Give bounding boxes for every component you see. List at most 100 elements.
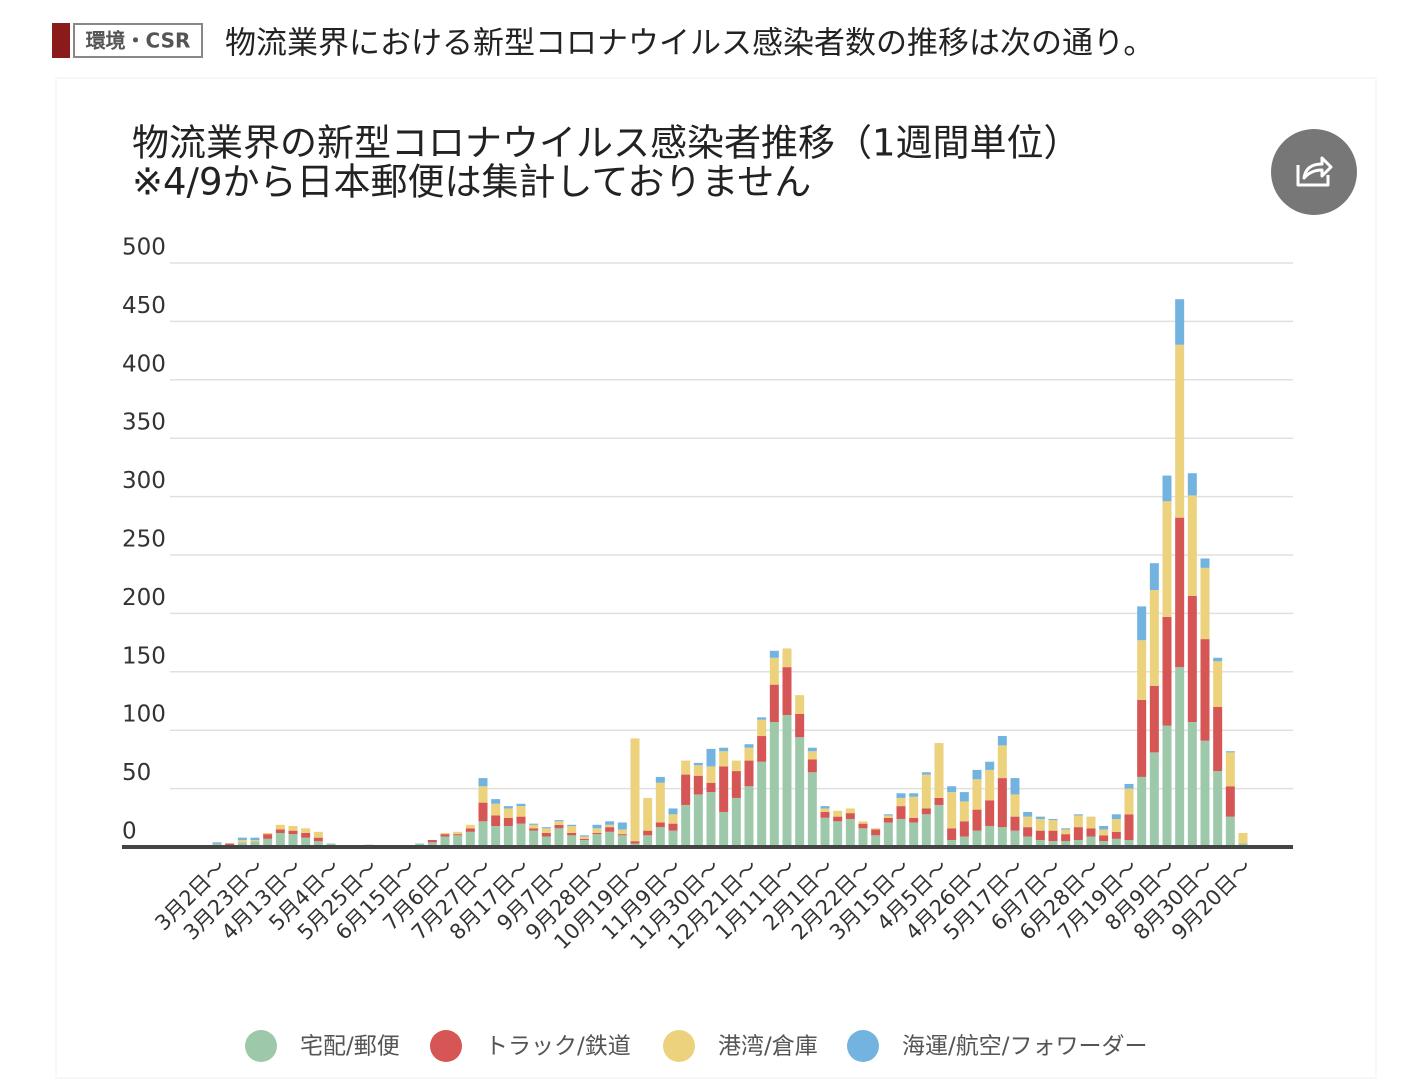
bar-segment bbox=[301, 828, 311, 833]
bar-segment bbox=[427, 839, 437, 843]
bar-segment bbox=[693, 775, 703, 795]
bar-segment bbox=[744, 786, 754, 847]
bar-segment bbox=[934, 743, 944, 798]
bar-segment bbox=[643, 835, 653, 847]
bar-segment bbox=[313, 831, 323, 838]
bar-segment bbox=[617, 822, 627, 830]
bar-segment bbox=[858, 828, 868, 847]
y-tick-label: 400 bbox=[122, 351, 166, 377]
bar-segment bbox=[1010, 816, 1020, 831]
bar-segment bbox=[1149, 563, 1159, 591]
header-marker bbox=[52, 23, 70, 58]
bar-segment bbox=[909, 822, 919, 847]
bar-segment bbox=[1111, 831, 1121, 839]
bar-segment bbox=[959, 821, 969, 837]
bar-segment bbox=[833, 810, 843, 817]
bar-segment bbox=[554, 824, 564, 829]
bar-segment bbox=[541, 832, 551, 837]
bar-segment bbox=[212, 842, 222, 844]
bar-segment bbox=[997, 778, 1007, 828]
bar-segment bbox=[769, 657, 779, 685]
bar-segment bbox=[237, 842, 247, 847]
bar-segment bbox=[909, 817, 919, 823]
bar-segment bbox=[1149, 590, 1159, 686]
y-tick-label: 250 bbox=[122, 527, 166, 553]
bar-segment bbox=[440, 832, 450, 835]
bar-segment bbox=[288, 834, 298, 847]
bar-segment bbox=[909, 793, 919, 797]
bar-segment bbox=[757, 736, 767, 762]
bar-segment bbox=[579, 839, 589, 847]
legend-marker bbox=[663, 1030, 695, 1062]
bar-segment bbox=[516, 823, 526, 847]
bar-segment bbox=[453, 834, 463, 836]
bar-segment bbox=[769, 684, 779, 723]
bar-segment bbox=[465, 831, 475, 847]
bar-segment bbox=[693, 762, 703, 766]
bar-segment bbox=[1061, 828, 1071, 830]
bar-segment bbox=[997, 745, 1007, 779]
bar-segment bbox=[554, 820, 564, 822]
chart-subtitle: ※4/9から日本郵便は集計しておりません bbox=[132, 161, 811, 204]
bar-segment bbox=[440, 834, 450, 837]
bar-segment bbox=[1213, 657, 1223, 662]
share-icon[interactable] bbox=[1296, 156, 1333, 187]
share-button[interactable] bbox=[1271, 129, 1357, 215]
bar-segment bbox=[529, 823, 539, 825]
bar-segment bbox=[1200, 740, 1210, 847]
y-tick-label: 100 bbox=[122, 702, 166, 728]
bar-segment bbox=[478, 821, 488, 847]
y-tick-label: 0 bbox=[122, 819, 137, 845]
bar-segment bbox=[1035, 830, 1045, 840]
bar-segment bbox=[567, 832, 577, 836]
bar-segment bbox=[1086, 836, 1096, 847]
bar-segment bbox=[757, 761, 767, 847]
legend-label: 海運/航空/フォワーダー bbox=[902, 1034, 1148, 1060]
bar-segment bbox=[313, 837, 323, 842]
chart-title: 物流業界の新型コロナウイルス感染者推移（1週間単位） bbox=[132, 122, 1081, 165]
bar-segment bbox=[871, 835, 881, 847]
bar-segment bbox=[554, 828, 564, 847]
bar-segment bbox=[833, 821, 843, 847]
bar-segment bbox=[1099, 825, 1109, 830]
bar-segment bbox=[1061, 829, 1071, 835]
bar-segment bbox=[883, 814, 893, 816]
bar-segment bbox=[1086, 816, 1096, 829]
bar-segment bbox=[1023, 811, 1033, 817]
bar-segment bbox=[921, 774, 931, 809]
bar-segment bbox=[744, 744, 754, 748]
bar-segment bbox=[985, 769, 995, 801]
bar-segment bbox=[959, 792, 969, 802]
bar-segment bbox=[744, 760, 754, 787]
bar-segment bbox=[972, 830, 982, 847]
bar-segment bbox=[1099, 841, 1109, 847]
bar-segment bbox=[1225, 751, 1235, 753]
header-tag-box bbox=[73, 23, 203, 58]
bar-segment bbox=[440, 836, 450, 847]
bar-segment bbox=[1213, 661, 1223, 707]
bar-segment bbox=[947, 839, 957, 847]
bar-segment bbox=[681, 774, 691, 805]
bar-segment bbox=[909, 796, 919, 818]
bar-segment bbox=[478, 778, 488, 787]
bar-segment bbox=[1086, 828, 1096, 837]
bar-segment bbox=[959, 836, 969, 847]
bar-segment bbox=[263, 832, 273, 835]
bar-segment bbox=[782, 715, 792, 847]
bar-segment bbox=[237, 839, 247, 843]
bar-segment bbox=[896, 806, 906, 819]
bar-segment bbox=[1175, 517, 1185, 668]
bar-segment bbox=[997, 827, 1007, 847]
bar-segment bbox=[453, 831, 463, 835]
bar-segment bbox=[896, 793, 906, 798]
bar-segment bbox=[478, 802, 488, 822]
bar-segment bbox=[706, 748, 716, 767]
bar-segment bbox=[465, 828, 475, 832]
legend-marker bbox=[847, 1030, 879, 1062]
bar-segment bbox=[1023, 827, 1033, 837]
bar-segment bbox=[731, 797, 741, 847]
bar-segment bbox=[1073, 827, 1083, 840]
bar-segment bbox=[1010, 778, 1020, 795]
bar-segment bbox=[997, 736, 1007, 746]
